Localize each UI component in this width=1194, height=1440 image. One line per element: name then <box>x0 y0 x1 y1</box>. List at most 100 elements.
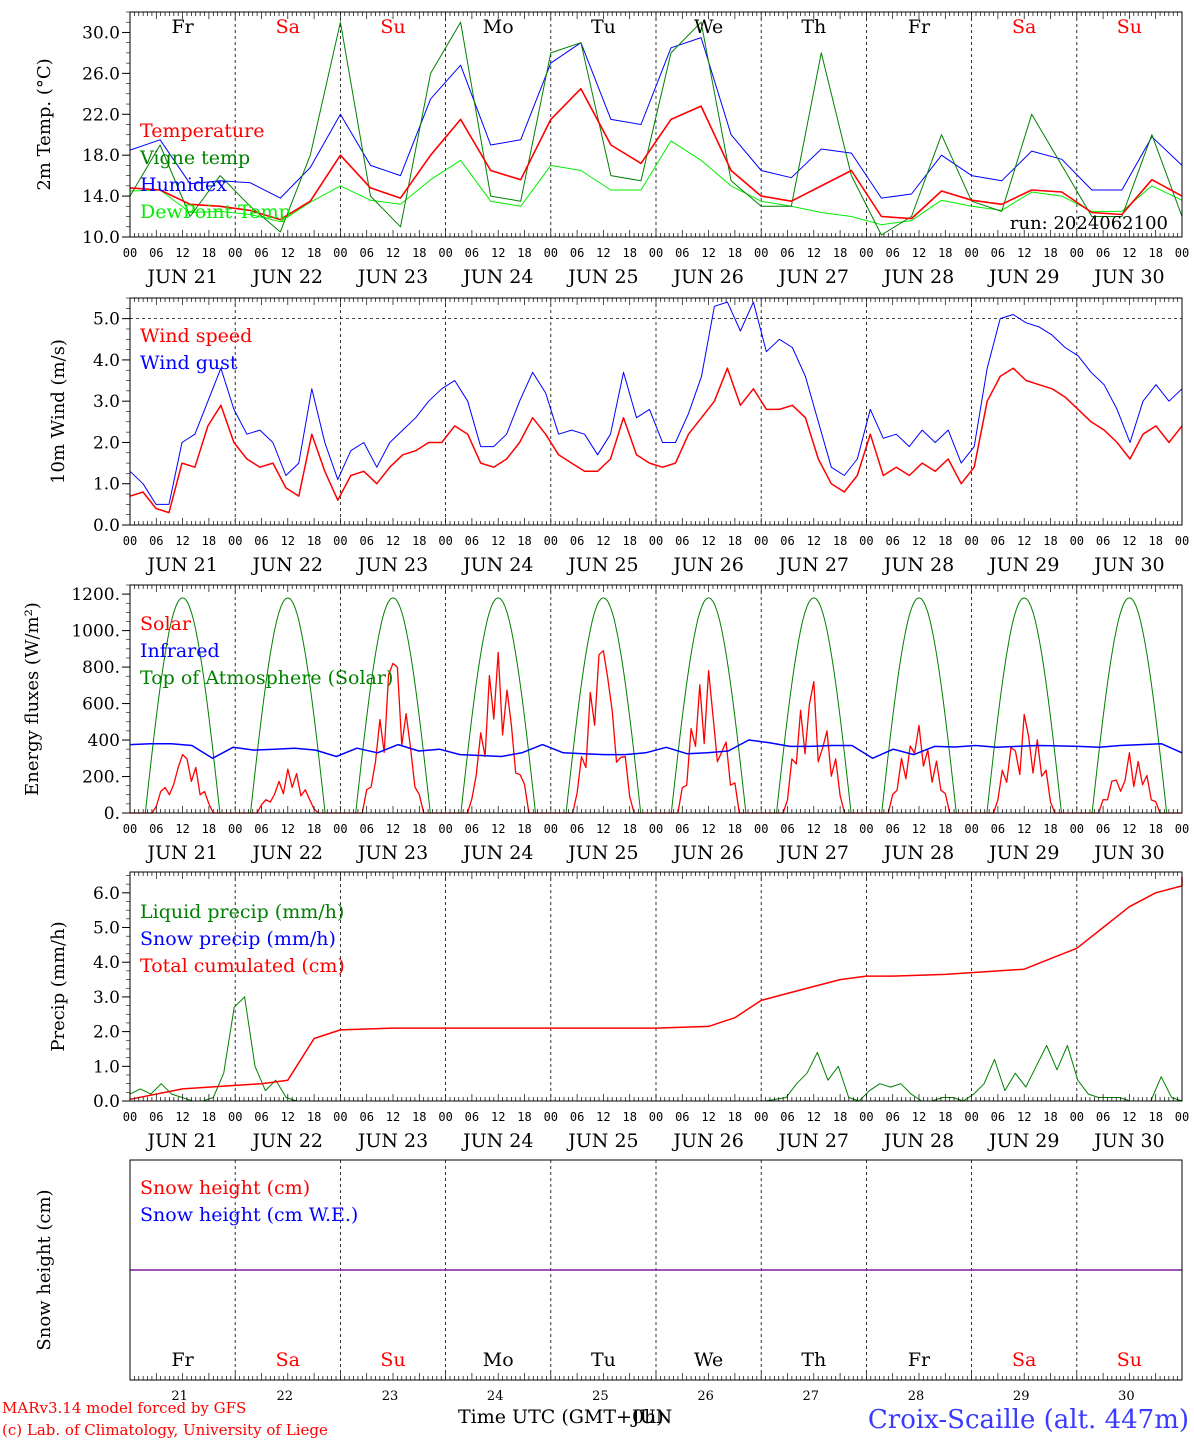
panel-2-hour-label: 18 <box>728 534 742 548</box>
panel-1-hour-label: 18 <box>1043 246 1057 260</box>
panel-4-hour-label: 06 <box>254 1110 268 1124</box>
panel-4-hour-label: 18 <box>1148 1110 1162 1124</box>
panel-1-legend-entry: DewPoint Temp <box>140 201 291 223</box>
panel-4-hour-label: 00 <box>1175 1110 1189 1124</box>
panel-4-legend-entry: Total cumulated (cm) <box>140 955 345 977</box>
panel-4-hour-label: 06 <box>1096 1110 1110 1124</box>
panel-5-legend-entry: Snow height (cm) <box>140 1177 310 1199</box>
weekday-label-top: Su <box>380 16 405 38</box>
panel-3-hour-label: 06 <box>149 822 163 836</box>
panel-3-hour-label: 12 <box>1122 822 1136 836</box>
panel-4-hour-label: 00 <box>859 1110 873 1124</box>
panel-3-day-label: JUN 28 <box>882 842 954 864</box>
weekday-label-top: Sa <box>1012 16 1036 38</box>
temperature-series-line <box>129 87 1183 221</box>
panel-2-hour-label: 18 <box>938 534 952 548</box>
panel-4-hour-label: 00 <box>438 1110 452 1124</box>
panel-1-hour-label: 00 <box>438 246 452 260</box>
panel-2-hour-label: 18 <box>833 534 847 548</box>
panel-1-hour-label: 12 <box>701 246 715 260</box>
panel-3-day-label: JUN 22 <box>251 842 323 864</box>
panel-1-day-label: JUN 28 <box>882 266 954 288</box>
panel-4-hour-label: 12 <box>281 1110 295 1124</box>
panel-4-y-tick-label: 0.0 <box>93 1092 120 1112</box>
weekday-label-top: We <box>694 16 723 38</box>
panel-2-y-tick-label: 1.0 <box>93 475 120 495</box>
temperature-series-line <box>129 140 1183 226</box>
panel-2-hour-label: 12 <box>596 534 610 548</box>
panel-3-hour-label: 00 <box>964 822 978 836</box>
panel-1-hour-label: 06 <box>570 246 584 260</box>
panel-1-legend-entry: Temperature <box>140 120 264 142</box>
panel-1-hour-label: 00 <box>228 246 242 260</box>
panel-1-hour-label: 00 <box>1175 246 1189 260</box>
day-number-label: 30 <box>1118 1389 1135 1404</box>
panel-1-day-label: JUN 26 <box>671 266 743 288</box>
panel-3-day-label: JUN 23 <box>356 842 428 864</box>
panel-3-hour-label: 18 <box>938 822 952 836</box>
panel-4-hour-label: 12 <box>912 1110 926 1124</box>
panel-4-hour-label: 00 <box>754 1110 768 1124</box>
panel-3-day-label: JUN 25 <box>566 842 638 864</box>
panel-4-hour-label: 00 <box>964 1110 978 1124</box>
panel-1-hour-label: 06 <box>359 246 373 260</box>
panel-1-day-label: JUN 23 <box>356 266 428 288</box>
panel-4-hour-label: 12 <box>491 1110 505 1124</box>
panel-4-hour-label: 18 <box>938 1110 952 1124</box>
wind-gust-line <box>129 301 1183 505</box>
panel-2-y-tick-label: 4.0 <box>93 351 120 371</box>
panel-3-y-tick-label: 400 <box>88 731 120 751</box>
panel-4-y-tick-label: 6.0 <box>93 884 120 904</box>
panel-1-hour-label: 12 <box>912 246 926 260</box>
panel-2-hour-label: 00 <box>1175 534 1189 548</box>
panel-3-hour-label: 06 <box>359 822 373 836</box>
panel-3-hour-label: 12 <box>491 822 505 836</box>
panel-1-hour-label: 06 <box>991 246 1005 260</box>
panel-2-hour-label: 12 <box>386 534 400 548</box>
panel-4-legend-entry: Liquid precip (mm/h) <box>140 901 344 923</box>
panel-2-hour-label: 00 <box>123 534 137 548</box>
panel-1-hour-label: 18 <box>728 246 742 260</box>
panel-4-hour-label: 06 <box>359 1110 373 1124</box>
panel-1-hour-label: 18 <box>202 246 216 260</box>
weekday-label-bottom: Th <box>801 1349 826 1371</box>
panel-3-hour-label: 12 <box>386 822 400 836</box>
panel-3-hour-label: 06 <box>991 822 1005 836</box>
run-annotation: run: 2024062100 <box>1010 213 1168 234</box>
panel-3-y-tick-label: 600. <box>82 695 120 715</box>
day-number-label: 24 <box>487 1389 504 1404</box>
panel-2-hour-label: 12 <box>491 534 505 548</box>
panel-2-hour-label: 06 <box>885 534 899 548</box>
panel-2-hour-label: 18 <box>1043 534 1057 548</box>
panel-3-hour-label: 18 <box>307 822 321 836</box>
panel-4-hour-label: 18 <box>517 1110 531 1124</box>
panel-4-hour-label: 06 <box>991 1110 1005 1124</box>
panel-3-day-label: JUN 27 <box>777 842 849 864</box>
panel-1-hour-label: 00 <box>544 246 558 260</box>
panel-2-hour-label: 06 <box>254 534 268 548</box>
panel-4-hour-label: 18 <box>307 1110 321 1124</box>
weekday-label-top: Sa <box>276 16 300 38</box>
panel-3-hour-label: 06 <box>675 822 689 836</box>
frame-layer <box>122 11 1183 1381</box>
panel-2-day-label: JUN 21 <box>145 554 217 576</box>
panel-1-hour-label: 18 <box>307 246 321 260</box>
panel-2-legend-entry: Wind speed <box>140 325 252 347</box>
panel-3-legend-entry: Infrared <box>140 640 220 662</box>
panel-1-day-label: JUN 21 <box>145 266 217 288</box>
panel-2-hour-label: 12 <box>701 534 715 548</box>
panel-3-legend-entry: Top of Atmosphere (Solar) <box>140 667 393 689</box>
panel-1-y-tick-label: 26.0 <box>82 64 120 84</box>
panel-1-hour-label: 00 <box>123 246 137 260</box>
panel-1-legend-entry: Humidex <box>140 174 227 196</box>
panel-1-hour-label: 00 <box>1070 246 1084 260</box>
panel-3-hour-label: 00 <box>1070 822 1084 836</box>
panel-1-y-axis-title: 2m Temp. (°C) <box>34 58 55 190</box>
day-number-label: 23 <box>382 1389 399 1404</box>
panel-1-day-label: JUN 24 <box>461 266 533 288</box>
panel-3-hour-label: 06 <box>254 822 268 836</box>
panel-3-y-tick-label: 200. <box>82 768 120 788</box>
day-number-label: 28 <box>908 1389 925 1404</box>
panel-2-hour-label: 12 <box>281 534 295 548</box>
panel-2-hour-label: 18 <box>622 534 636 548</box>
